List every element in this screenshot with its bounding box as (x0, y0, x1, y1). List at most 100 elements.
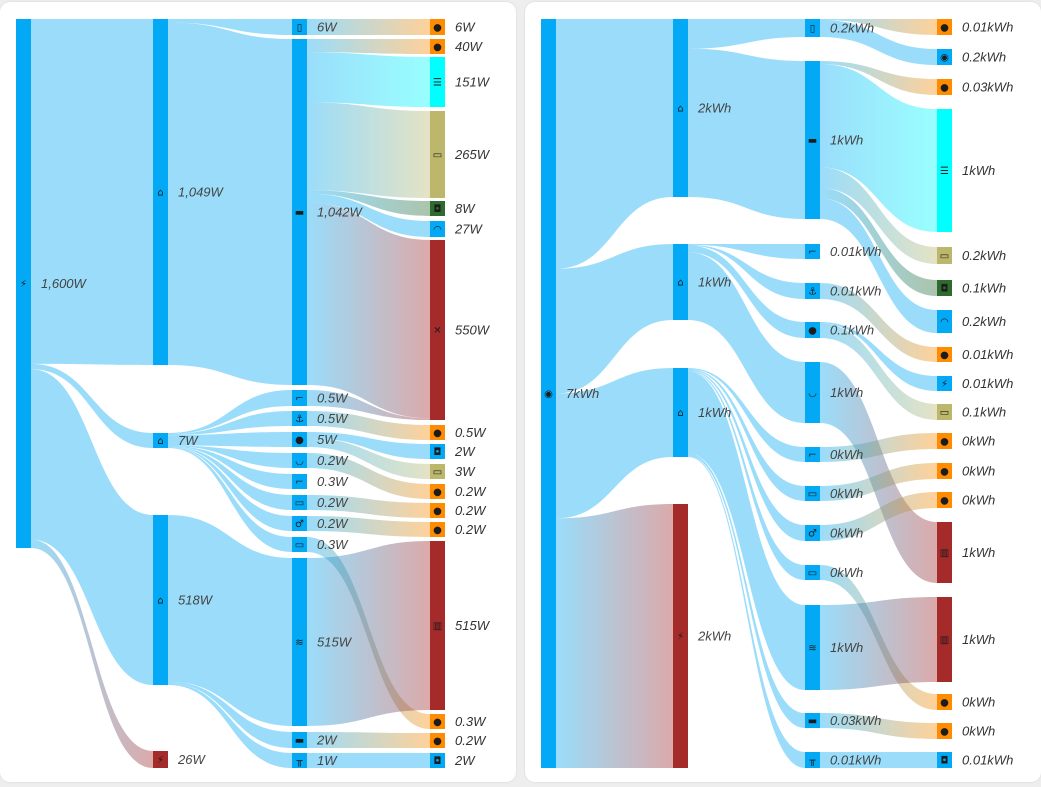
node-spk2-bar[interactable] (937, 752, 952, 768)
node-home1[interactable]: ⌂ 2kWh (673, 19, 731, 197)
node-bath[interactable]: ◡ 1kWh (805, 362, 863, 423)
node-b4[interactable]: ● 0.2W (430, 484, 487, 499)
node-heater1-bar[interactable] (937, 522, 952, 583)
node-bath-bar[interactable] (292, 453, 307, 468)
node-wc[interactable]: ♂ 0.2W (292, 516, 349, 531)
node-b1[interactable]: ● 0.01kWh (937, 19, 1013, 35)
node-server-bar[interactable] (430, 57, 445, 107)
node-spk1[interactable]: ◘ 8W (430, 201, 476, 216)
node-palette-bar[interactable] (292, 432, 307, 447)
node-b4-bar[interactable] (937, 433, 952, 449)
node-anchor-bar[interactable] (292, 411, 307, 426)
node-spk2-bar[interactable] (430, 444, 445, 459)
node-shower[interactable]: ≋ 515W (292, 558, 353, 726)
node-home3-bar[interactable] (673, 368, 688, 457)
node-mon1-bar[interactable] (292, 495, 307, 510)
node-spk2[interactable]: ◘ 0.01kWh (937, 752, 1013, 768)
node-heater[interactable]: ▥ 515W (430, 541, 491, 710)
node-b8-bar[interactable] (937, 723, 952, 739)
node-b8[interactable]: ● 0.2W (430, 733, 487, 748)
node-stairs1[interactable]: ⌐ 0.01kWh (805, 244, 881, 259)
node-home2-bar[interactable] (153, 433, 168, 448)
node-palette-bar[interactable] (805, 322, 820, 338)
node-home2[interactable]: ⌂ 1kWh (673, 244, 731, 320)
node-stairs1[interactable]: ⌐ 0.5W (292, 390, 349, 406)
node-home2-bar[interactable] (673, 244, 688, 320)
node-laptop-bar[interactable] (937, 404, 952, 420)
node-fridge[interactable]: ▯ 6W (292, 19, 338, 35)
node-b2[interactable]: ● 0.03kWh (937, 79, 1013, 95)
node-b8[interactable]: ● 0kWh (937, 723, 995, 739)
node-wifi[interactable]: ◠ 0.2kWh (937, 310, 1006, 333)
node-tv[interactable]: ▭ 265W (430, 111, 491, 198)
node-solar[interactable]: ⚡ 2kWh (673, 504, 731, 768)
node-mon2[interactable]: ▭ 0kWh (805, 565, 863, 580)
node-mon1-bar[interactable] (805, 486, 820, 501)
node-power-bar[interactable] (16, 19, 31, 548)
node-server[interactable]: ☰ 1kWh (937, 109, 995, 232)
node-desk-bar[interactable] (805, 752, 820, 768)
node-sofa[interactable]: ▬ 1,042W (292, 39, 364, 385)
node-mon2[interactable]: ▭ 0.3W (292, 537, 349, 552)
node-b6-bar[interactable] (430, 522, 445, 537)
node-bed-bar[interactable] (805, 713, 820, 728)
node-desk[interactable]: ╥ 0.01kWh (805, 752, 881, 768)
node-wifi[interactable]: ◠ 27W (430, 221, 483, 237)
node-b7[interactable]: ● 0kWh (937, 694, 995, 710)
node-wifi-bar[interactable] (430, 221, 445, 237)
node-b3[interactable]: ● 0.01kWh (937, 347, 1013, 362)
node-wc-bar[interactable] (805, 525, 820, 541)
node-fan[interactable]: ✕ 550W (430, 240, 491, 420)
node-home2[interactable]: ⌂ 7W (153, 433, 199, 448)
node-desk-bar[interactable] (292, 753, 307, 768)
node-sofa-bar[interactable] (805, 61, 820, 219)
node-home1-bar[interactable] (673, 19, 688, 197)
node-b3[interactable]: ● 0.5W (430, 425, 487, 440)
node-b1-bar[interactable] (430, 19, 445, 35)
node-b4-bar[interactable] (430, 484, 445, 499)
node-heater1[interactable]: ▥ 1kWh (937, 522, 995, 583)
node-stairs2-bar[interactable] (292, 474, 307, 489)
node-bed-bar[interactable] (292, 732, 307, 748)
node-palette[interactable]: ● 5W (292, 432, 338, 447)
node-spk3-bar[interactable] (430, 753, 445, 768)
node-b7[interactable]: ● 0.3W (430, 714, 487, 729)
node-stairs1-bar[interactable] (805, 244, 820, 259)
node-laptop-bar[interactable] (430, 464, 445, 479)
node-power[interactable]: ⚡ 1,600W (16, 19, 88, 548)
node-home3[interactable]: ⌂ 518W (153, 515, 214, 685)
node-eye[interactable]: ◉ 7kWh (541, 19, 599, 768)
node-b6[interactable]: ● 0kWh (937, 492, 995, 508)
node-wifi-bar[interactable] (937, 310, 952, 333)
node-server-bar[interactable] (937, 109, 952, 232)
node-mon2-bar[interactable] (805, 565, 820, 580)
node-flash[interactable]: ⚡ 0.01kWh (937, 376, 1013, 391)
node-heater2[interactable]: ▥ 1kWh (937, 597, 995, 682)
node-anchor[interactable]: ⚓ 0.5W (292, 411, 349, 426)
node-tv[interactable]: ▭ 0.2kWh (937, 247, 1006, 264)
node-bath[interactable]: ◡ 0.2W (292, 453, 349, 468)
node-stairs2[interactable]: ⌐ 0.3W (292, 474, 349, 489)
node-spk3[interactable]: ◘ 2W (430, 753, 476, 768)
node-laptop[interactable]: ▭ 3W (430, 464, 476, 479)
node-b3-bar[interactable] (937, 347, 952, 362)
node-eye2-bar[interactable] (937, 49, 952, 65)
node-b6[interactable]: ● 0.2W (430, 522, 487, 537)
node-sofa-bar[interactable] (292, 39, 307, 385)
node-b8-bar[interactable] (430, 733, 445, 748)
node-tv-bar[interactable] (937, 247, 952, 264)
node-b2-bar[interactable] (430, 39, 445, 54)
node-flash-bar[interactable] (937, 376, 952, 391)
node-home1[interactable]: ⌂ 1,049W (153, 19, 225, 365)
node-stairs2-bar[interactable] (805, 447, 820, 462)
node-b6-bar[interactable] (937, 492, 952, 508)
node-tv-bar[interactable] (430, 111, 445, 198)
node-b3-bar[interactable] (430, 425, 445, 440)
node-stairs2[interactable]: ⌐ 0kWh (805, 447, 863, 462)
node-b5-bar[interactable] (430, 503, 445, 518)
node-b7-bar[interactable] (430, 714, 445, 729)
node-bath-bar[interactable] (805, 362, 820, 423)
node-home1-bar[interactable] (153, 19, 168, 365)
node-solar-bar[interactable] (673, 504, 688, 768)
node-server[interactable]: ☰ 151W (430, 57, 491, 107)
